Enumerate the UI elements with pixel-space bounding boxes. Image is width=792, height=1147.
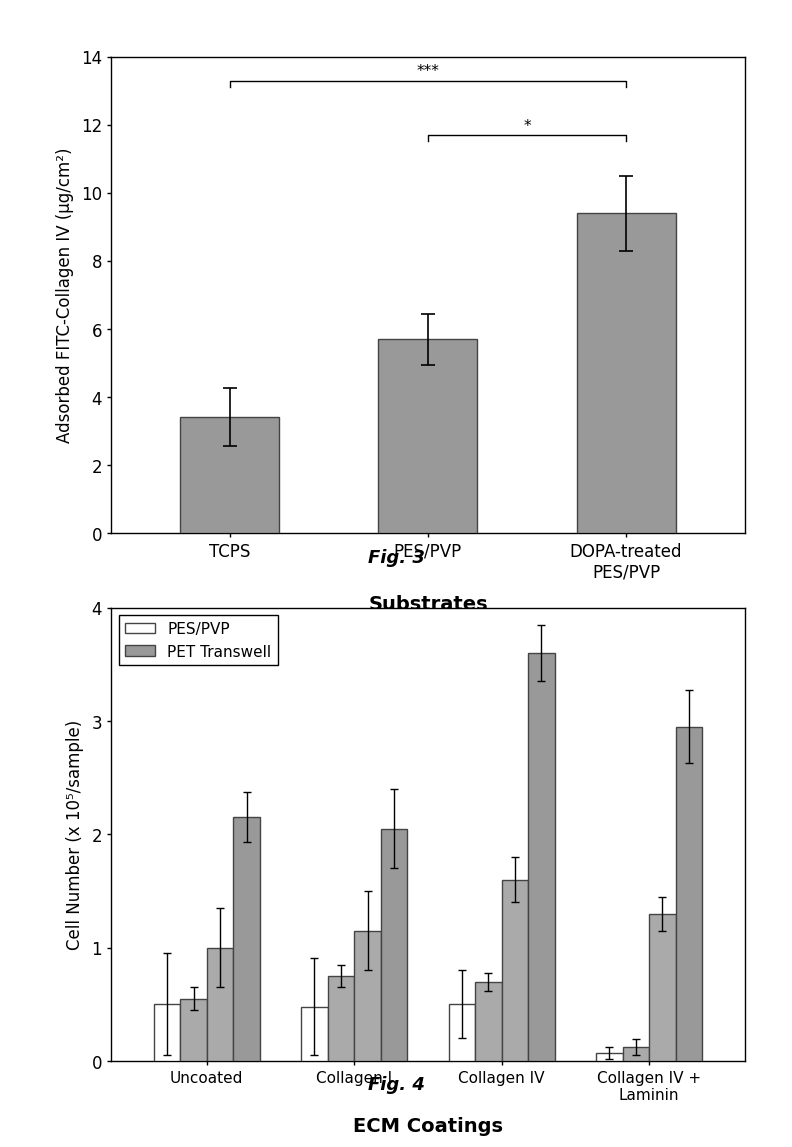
Bar [380, 829, 407, 1061]
Bar [327, 976, 354, 1061]
Bar [528, 654, 554, 1061]
Bar [207, 947, 233, 1061]
Bar [596, 1053, 623, 1061]
Bar [354, 930, 380, 1061]
Bar [154, 1005, 180, 1061]
Legend: PES/PVP, PET Transwell: PES/PVP, PET Transwell [119, 616, 277, 665]
Bar [577, 213, 675, 533]
X-axis label: Substrates: Substrates [368, 595, 487, 614]
Bar [676, 727, 702, 1061]
Bar [623, 1047, 649, 1061]
Text: Fig. 4: Fig. 4 [367, 1076, 425, 1094]
Bar [301, 1007, 327, 1061]
Bar [379, 340, 477, 533]
Y-axis label: Adsorbed FITC-Collagen IV (μg/cm²): Adsorbed FITC-Collagen IV (μg/cm²) [55, 148, 74, 443]
Bar [448, 1005, 475, 1061]
Bar [180, 999, 207, 1061]
Text: *: * [523, 119, 531, 134]
Text: Fig. 3: Fig. 3 [367, 548, 425, 567]
Bar [501, 880, 528, 1061]
Bar [233, 818, 260, 1061]
Bar [649, 914, 676, 1061]
Bar [181, 418, 280, 533]
X-axis label: ECM Coatings: ECM Coatings [352, 1116, 503, 1136]
Bar [475, 982, 501, 1061]
Y-axis label: Cell Number (x 10⁵/sample): Cell Number (x 10⁵/sample) [67, 719, 84, 950]
Text: ***: *** [417, 64, 439, 79]
